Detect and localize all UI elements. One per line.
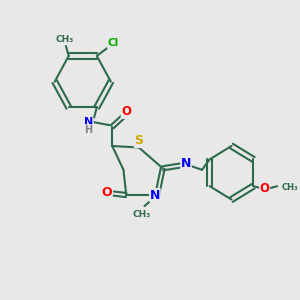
Text: O: O — [101, 186, 112, 199]
Text: CH₃: CH₃ — [282, 182, 298, 191]
Text: N: N — [181, 158, 191, 170]
Text: CH₃: CH₃ — [56, 35, 74, 44]
Text: H: H — [84, 125, 92, 135]
Text: S: S — [134, 134, 143, 148]
Text: O: O — [260, 182, 270, 195]
Text: CH₃: CH₃ — [133, 211, 151, 220]
Text: Cl: Cl — [107, 38, 119, 48]
Text: N: N — [150, 189, 160, 202]
Text: N: N — [84, 117, 93, 127]
Text: O: O — [121, 105, 131, 118]
